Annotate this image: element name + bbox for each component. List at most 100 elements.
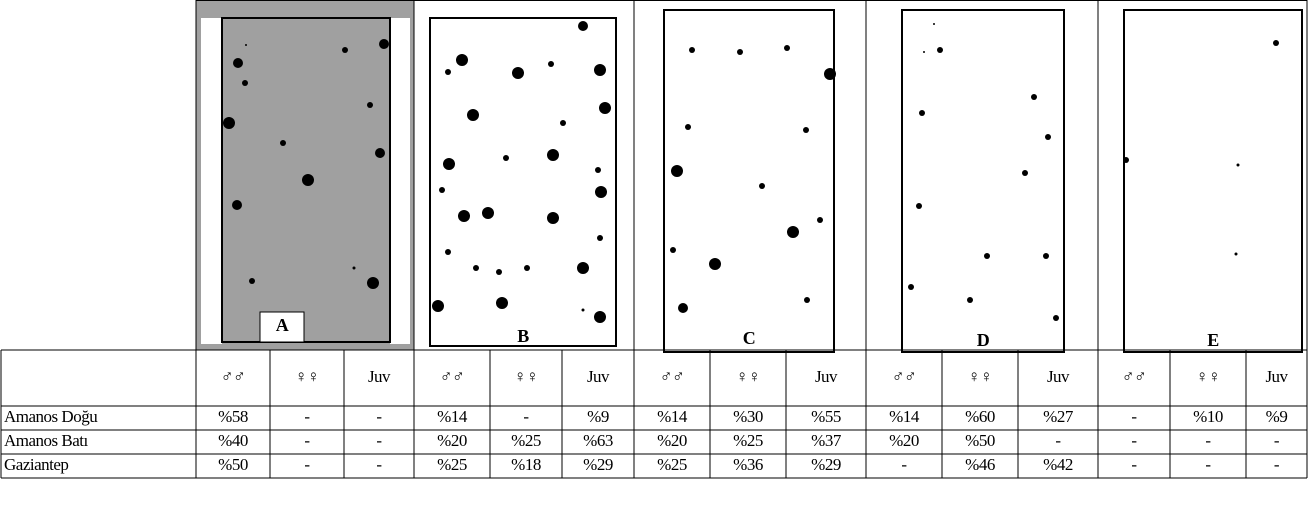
dot xyxy=(524,265,530,271)
dot xyxy=(1123,157,1129,163)
dot xyxy=(456,54,468,66)
dot xyxy=(439,187,445,193)
dot xyxy=(919,110,925,116)
panel-e-frame xyxy=(1124,10,1302,352)
dot xyxy=(582,309,585,312)
row-label: Amanos Doğu xyxy=(4,407,98,426)
panel-label: A xyxy=(276,315,289,335)
header-cell: ♂♂ xyxy=(221,367,246,386)
dot xyxy=(560,120,566,126)
cell: - xyxy=(376,407,382,426)
dot xyxy=(353,267,356,270)
dot xyxy=(245,44,247,46)
cell: - xyxy=(376,431,382,450)
dot xyxy=(737,49,743,55)
dot xyxy=(803,127,809,133)
cell: %20 xyxy=(889,431,919,450)
cell: %14 xyxy=(657,407,688,426)
cell: %55 xyxy=(811,407,841,426)
dot xyxy=(547,149,559,161)
cell: %60 xyxy=(965,407,995,426)
dot xyxy=(1045,134,1051,140)
dot xyxy=(496,269,502,275)
dot xyxy=(548,61,554,67)
header-cell: Juv xyxy=(368,367,391,386)
row-label: Amanos Batı xyxy=(4,431,89,450)
cell: %14 xyxy=(437,407,468,426)
header-cell: ♀♀ xyxy=(295,367,320,386)
cell: %20 xyxy=(437,431,467,450)
dot xyxy=(916,203,922,209)
dot xyxy=(445,69,451,75)
dot xyxy=(496,297,508,309)
dot xyxy=(689,47,695,53)
cell: %50 xyxy=(965,431,995,450)
cell: %25 xyxy=(733,431,763,450)
header-cell: ♀♀ xyxy=(968,367,993,386)
dot xyxy=(804,297,810,303)
cell: - xyxy=(1131,455,1137,474)
cell: %27 xyxy=(1043,407,1074,426)
dot xyxy=(379,39,389,49)
panel-label: B xyxy=(517,326,529,346)
dot xyxy=(547,212,559,224)
cell: - xyxy=(376,455,382,474)
dot xyxy=(817,217,823,223)
cell: %42 xyxy=(1043,455,1073,474)
dot xyxy=(1043,253,1049,259)
panel-label: E xyxy=(1207,330,1219,350)
dot xyxy=(594,64,606,76)
header-cell: ♂♂ xyxy=(660,367,685,386)
dot xyxy=(280,140,286,146)
dot xyxy=(578,21,588,31)
cell: %50 xyxy=(218,455,248,474)
dot xyxy=(1053,315,1059,321)
panel-a-margin xyxy=(390,18,410,344)
cell: - xyxy=(304,431,310,450)
cell: %10 xyxy=(1193,407,1223,426)
dot xyxy=(595,167,601,173)
cell: %36 xyxy=(733,455,763,474)
cell: - xyxy=(304,407,310,426)
cell: %29 xyxy=(583,455,613,474)
cell: %18 xyxy=(511,455,541,474)
dot xyxy=(671,165,683,177)
cell: - xyxy=(1205,431,1211,450)
dot xyxy=(249,278,255,284)
cell: - xyxy=(1131,407,1137,426)
cell: - xyxy=(304,455,310,474)
dot xyxy=(445,249,451,255)
cell: %9 xyxy=(587,407,609,426)
header-cell: Juv xyxy=(1265,367,1288,386)
dot xyxy=(1031,94,1037,100)
dot xyxy=(223,117,235,129)
dot xyxy=(503,155,509,161)
dot xyxy=(375,148,385,158)
dot xyxy=(599,102,611,114)
dot xyxy=(367,277,379,289)
dot xyxy=(342,47,348,53)
panel-a-margin xyxy=(201,18,222,344)
dot xyxy=(595,186,607,198)
cell: %30 xyxy=(733,407,763,426)
header-cell: ♀♀ xyxy=(736,367,761,386)
cell: %29 xyxy=(811,455,841,474)
dot xyxy=(432,300,444,312)
dot xyxy=(594,311,606,323)
dot xyxy=(367,102,373,108)
dot xyxy=(678,303,688,313)
dot xyxy=(787,226,799,238)
cell: %63 xyxy=(583,431,613,450)
dot xyxy=(824,68,836,80)
cell: %25 xyxy=(657,455,687,474)
dot xyxy=(1235,253,1238,256)
cell: %40 xyxy=(218,431,248,450)
dot xyxy=(512,67,524,79)
dot xyxy=(908,284,914,290)
header-cell: ♀♀ xyxy=(1196,367,1221,386)
dot xyxy=(967,297,973,303)
dot xyxy=(1273,40,1279,46)
cell: - xyxy=(1274,431,1280,450)
dot xyxy=(759,183,765,189)
dot xyxy=(597,235,603,241)
